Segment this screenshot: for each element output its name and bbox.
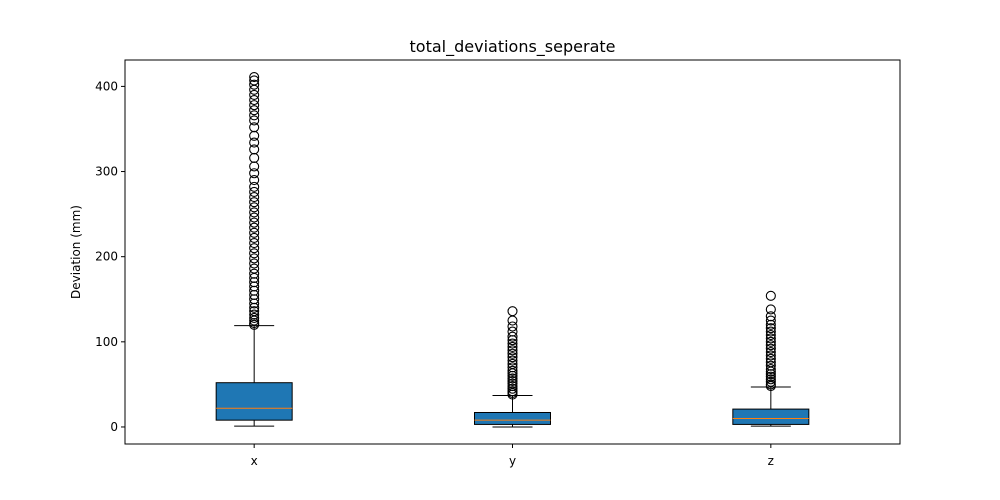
outlier-point-z — [765, 353, 776, 364]
x-tick-label-z: z — [768, 454, 774, 468]
outlier-point-z — [765, 326, 776, 337]
outlier-point-y — [507, 348, 518, 359]
y-tick-label: 300 — [95, 165, 118, 179]
outlier-point-x — [249, 238, 260, 249]
outlier-point-y — [507, 352, 518, 363]
outlier-point-z — [765, 360, 776, 371]
outlier-point-y — [507, 331, 518, 342]
outlier-point-x — [249, 161, 260, 172]
outlier-point-z — [765, 376, 776, 387]
outlier-point-z — [765, 333, 776, 344]
outlier-point-y — [507, 365, 518, 376]
outlier-point-y — [507, 373, 518, 384]
outlier-point-y — [507, 378, 518, 389]
outlier-point-z — [765, 323, 776, 334]
outlier-point-z — [765, 315, 776, 326]
x-tick-label-y: y — [509, 454, 516, 468]
outlier-point-x — [249, 253, 260, 264]
outlier-point-y — [507, 383, 518, 394]
outlier-point-z — [765, 364, 776, 375]
box-z — [732, 408, 810, 425]
outlier-point-x — [249, 227, 260, 238]
box-x — [215, 382, 293, 421]
outlier-point-x — [249, 263, 260, 274]
outlier-point-x — [249, 202, 260, 213]
outlier-point-x — [249, 306, 260, 317]
outlier-point-x — [249, 175, 260, 186]
outlier-point-x — [249, 130, 260, 141]
outlier-point-y — [507, 341, 518, 352]
outlier-point-y — [507, 358, 518, 370]
outlier-point-z — [765, 304, 776, 315]
outlier-point-y — [507, 375, 518, 387]
outlier-point-z — [765, 336, 776, 347]
outlier-point-x — [249, 248, 260, 259]
outlier-point-x — [249, 212, 260, 223]
outlier-point-x — [249, 207, 260, 218]
outlier-point-x — [249, 181, 260, 192]
outlier-point-x — [249, 110, 260, 121]
outlier-point-y — [507, 386, 518, 397]
outlier-point-y — [507, 321, 518, 332]
outlier-point-x — [249, 309, 260, 320]
outlier-point-x — [249, 84, 260, 95]
axes-frame — [124, 59, 901, 445]
outlier-point-y — [507, 338, 518, 349]
outlier-point-x — [249, 217, 260, 228]
outlier-point-y — [507, 306, 518, 317]
outlier-point-x — [249, 197, 260, 208]
y-tick-label: 200 — [95, 250, 118, 264]
outlier-point-z — [765, 374, 776, 385]
y-tick-label: 100 — [95, 335, 118, 349]
outlier-point-x — [249, 192, 260, 203]
y-tick-label: 0 — [110, 420, 118, 434]
outlier-point-x — [249, 168, 260, 179]
outlier-point-x — [249, 222, 260, 233]
outlier-point-z — [765, 311, 776, 322]
outlier-point-y — [507, 355, 518, 366]
outlier-point-y — [507, 381, 518, 392]
outlier-point-z — [765, 346, 776, 358]
y-tick-label: 400 — [95, 79, 118, 93]
outlier-point-z — [765, 340, 776, 351]
outlier-point-z — [765, 290, 776, 301]
x-tick-label-x: x — [251, 454, 258, 468]
outlier-point-x — [249, 122, 260, 133]
outlier-point-y — [507, 345, 518, 356]
outlier-point-z — [765, 329, 776, 341]
outlier-point-x — [249, 312, 260, 324]
outlier-point-z — [765, 379, 776, 390]
outlier-point-x — [249, 243, 260, 254]
outlier-point-y — [507, 315, 518, 326]
y-axis-label: Deviation (mm) — [69, 205, 83, 299]
outlier-point-x — [249, 144, 260, 155]
outlier-point-z — [765, 343, 776, 354]
outlier-point-z — [765, 350, 776, 361]
plot-area: 0 100 200 300 400 x y z — [95, 71, 810, 468]
outlier-point-z — [765, 357, 776, 368]
outlier-point-x — [249, 258, 260, 269]
outlier-point-x — [249, 71, 260, 83]
outlier-point-z — [765, 371, 776, 382]
outlier-point-x — [249, 186, 260, 198]
outlier-point-x — [249, 152, 260, 163]
outlier-point-x — [249, 75, 260, 86]
outlier-point-y — [507, 326, 518, 337]
outlier-point-x — [249, 232, 260, 244]
chart-title: total_deviations_seperate — [410, 37, 616, 57]
outlier-point-x — [249, 105, 260, 116]
outlier-point-x — [249, 137, 260, 148]
outlier-point-x — [249, 79, 260, 90]
outlier-point-x — [249, 115, 260, 126]
box-y — [474, 411, 551, 425]
outlier-point-x — [249, 89, 260, 100]
outlier-point-x — [249, 94, 260, 106]
outlier-point-x — [249, 268, 260, 279]
outlier-point-y — [507, 362, 518, 373]
outlier-point-x — [249, 100, 260, 111]
